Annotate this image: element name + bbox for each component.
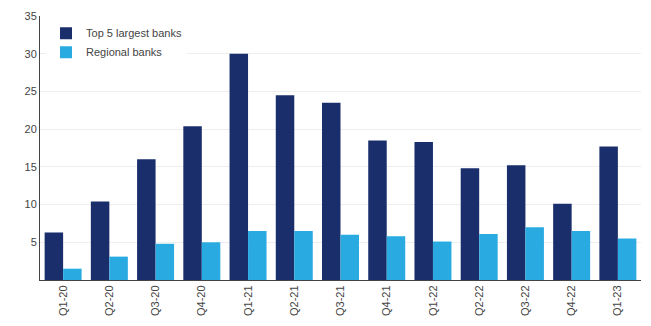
svg-text:Q3-22: Q3-22 bbox=[519, 285, 531, 316]
svg-text:20: 20 bbox=[25, 123, 37, 135]
svg-text:Q1-23: Q1-23 bbox=[611, 285, 623, 316]
svg-text:Top 5 largest banks: Top 5 largest banks bbox=[86, 27, 182, 39]
svg-text:Q1-20: Q1-20 bbox=[57, 285, 69, 316]
svg-text:Q4-21: Q4-21 bbox=[380, 285, 392, 316]
svg-text:Q4-22: Q4-22 bbox=[565, 285, 577, 316]
svg-text:25: 25 bbox=[25, 85, 37, 97]
svg-text:Q4-20: Q4-20 bbox=[195, 285, 207, 316]
svg-text:5: 5 bbox=[31, 236, 37, 248]
svg-text:Q1-22: Q1-22 bbox=[427, 285, 439, 316]
svg-text:Q3-20: Q3-20 bbox=[149, 285, 161, 316]
svg-text:Q2-20: Q2-20 bbox=[103, 285, 115, 316]
svg-text:Q1-21: Q1-21 bbox=[242, 285, 254, 316]
svg-text:Q3-21: Q3-21 bbox=[334, 285, 346, 316]
svg-text:Regional banks: Regional banks bbox=[86, 46, 162, 58]
svg-text:30: 30 bbox=[25, 48, 37, 60]
svg-text:10: 10 bbox=[25, 198, 37, 210]
svg-text:15: 15 bbox=[25, 161, 37, 173]
svg-text:Q2-22: Q2-22 bbox=[473, 285, 485, 316]
svg-text:35: 35 bbox=[25, 10, 37, 22]
svg-text:Q2-21: Q2-21 bbox=[288, 285, 300, 316]
